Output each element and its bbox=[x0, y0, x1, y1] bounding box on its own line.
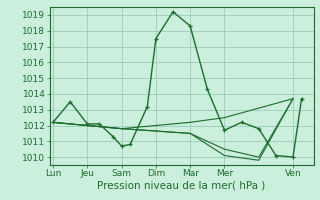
X-axis label: Pression niveau de la mer( hPa ): Pression niveau de la mer( hPa ) bbox=[98, 181, 266, 191]
